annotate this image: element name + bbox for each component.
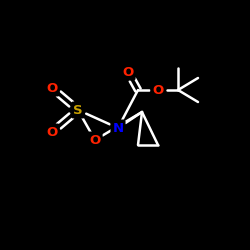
Text: N: N [112, 122, 124, 134]
Text: O: O [90, 134, 101, 146]
Text: O: O [122, 66, 134, 78]
Text: O: O [152, 84, 164, 96]
Text: O: O [46, 82, 58, 94]
Text: S: S [73, 104, 83, 117]
Text: O: O [46, 126, 58, 138]
